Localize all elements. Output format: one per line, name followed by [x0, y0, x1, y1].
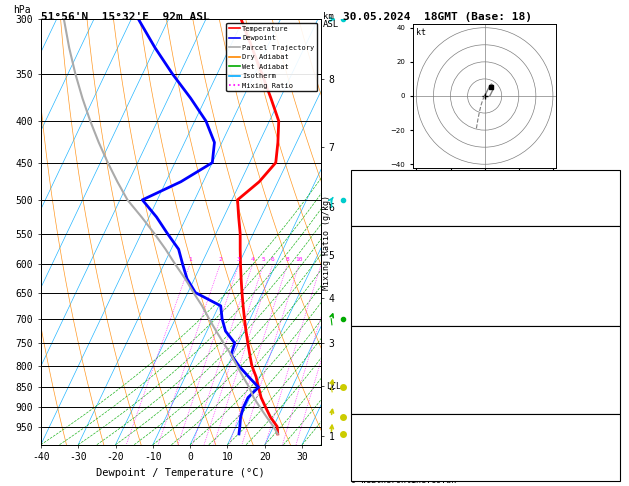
- Text: © weatheronline.co.uk: © weatheronline.co.uk: [351, 476, 456, 485]
- Text: Hodograph: Hodograph: [461, 417, 509, 426]
- Text: 51°56'N  15°32'E  92m ASL: 51°56'N 15°32'E 92m ASL: [41, 12, 209, 22]
- Text: Dewp (°C): Dewp (°C): [354, 252, 403, 260]
- Text: CAPE (J): CAPE (J): [354, 296, 397, 305]
- Text: 1: 1: [188, 258, 192, 262]
- Text: 996: 996: [600, 336, 616, 346]
- Text: EH: EH: [354, 425, 365, 434]
- Text: 320: 320: [600, 266, 616, 276]
- Text: 11.7: 11.7: [595, 252, 616, 260]
- Text: 48: 48: [606, 191, 616, 200]
- Text: θₑ(K): θₑ(K): [354, 266, 381, 276]
- Text: 30: 30: [606, 174, 616, 183]
- Text: 2: 2: [218, 258, 222, 262]
- Text: 21: 21: [606, 425, 616, 434]
- Text: CAPE (J): CAPE (J): [354, 383, 397, 392]
- Text: ASL: ASL: [323, 20, 339, 30]
- Text: 2.39: 2.39: [595, 208, 616, 218]
- Text: -2: -2: [606, 281, 616, 290]
- Text: Temp (°C): Temp (°C): [354, 237, 403, 246]
- Text: K: K: [354, 174, 360, 183]
- Text: 5: 5: [262, 258, 265, 262]
- Text: 10: 10: [296, 258, 303, 262]
- Text: -2: -2: [606, 367, 616, 377]
- Text: CIN (J): CIN (J): [354, 399, 392, 408]
- Text: 0: 0: [611, 311, 616, 320]
- Text: Lifted Index: Lifted Index: [354, 367, 419, 377]
- Text: hPa: hPa: [13, 5, 31, 15]
- Text: PW (cm): PW (cm): [354, 208, 392, 218]
- Text: StmSpd (kt): StmSpd (kt): [354, 467, 413, 476]
- Text: Most Unstable: Most Unstable: [450, 328, 520, 337]
- X-axis label: Dewpoint / Temperature (°C): Dewpoint / Temperature (°C): [96, 468, 265, 478]
- Text: 12: 12: [606, 467, 616, 476]
- Text: 573: 573: [600, 296, 616, 305]
- Text: CIN (J): CIN (J): [354, 311, 392, 320]
- Text: 50: 50: [606, 439, 616, 448]
- Text: Lifted Index: Lifted Index: [354, 281, 419, 290]
- Text: SREH: SREH: [354, 439, 376, 448]
- Text: Surface: Surface: [467, 228, 504, 238]
- Text: 573: 573: [600, 383, 616, 392]
- Text: 3: 3: [237, 258, 241, 262]
- Text: θₑ (K): θₑ (K): [354, 352, 386, 361]
- Text: Mixing Ratio (g/kg): Mixing Ratio (g/kg): [322, 195, 331, 291]
- Text: 22.1: 22.1: [595, 237, 616, 246]
- Text: 320: 320: [600, 352, 616, 361]
- Text: 6: 6: [271, 258, 274, 262]
- Legend: Temperature, Dewpoint, Parcel Trajectory, Dry Adiabat, Wet Adiabat, Isotherm, Mi: Temperature, Dewpoint, Parcel Trajectory…: [226, 23, 317, 91]
- Text: Totals Totals: Totals Totals: [354, 191, 424, 200]
- Text: 206°: 206°: [595, 453, 616, 462]
- Text: 30.05.2024  18GMT (Base: 18): 30.05.2024 18GMT (Base: 18): [343, 12, 532, 22]
- Text: 8: 8: [286, 258, 289, 262]
- Text: kt: kt: [416, 28, 426, 36]
- Text: 0: 0: [611, 399, 616, 408]
- Text: km: km: [323, 12, 333, 21]
- Text: StmDir: StmDir: [354, 453, 386, 462]
- Text: 4: 4: [251, 258, 255, 262]
- Text: Pressure (mb): Pressure (mb): [354, 336, 424, 346]
- Text: LCL: LCL: [326, 382, 342, 391]
